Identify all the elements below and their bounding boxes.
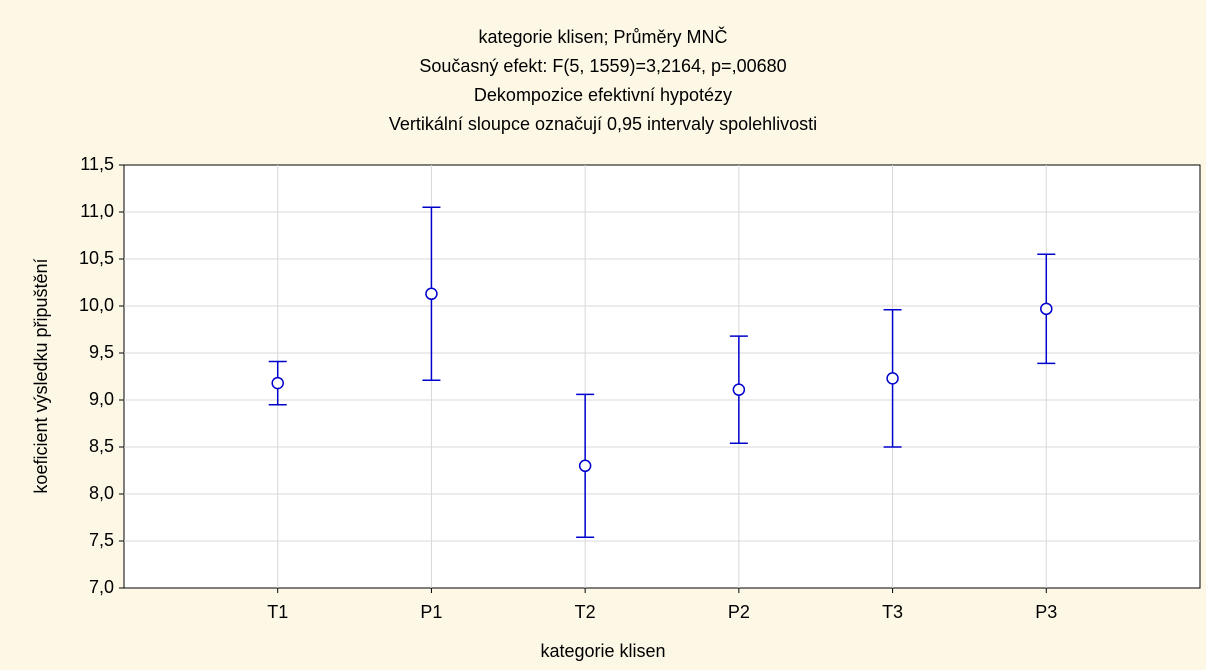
x-tick-label: T2 — [575, 602, 596, 622]
chart-title: Vertikální sloupce označují 0,95 interva… — [389, 114, 817, 134]
mean-point — [578, 459, 592, 473]
y-tick-label: 8,0 — [89, 483, 114, 503]
y-tick-label: 7,0 — [89, 577, 114, 597]
y-tick-label: 7,5 — [89, 530, 114, 550]
error-bar — [729, 335, 748, 444]
x-tick-label: P3 — [1035, 602, 1057, 622]
plot-area — [123, 164, 1201, 589]
mean-point — [271, 376, 284, 390]
error-bar — [883, 309, 902, 448]
y-tick-label: 9,0 — [89, 389, 114, 409]
error-bar — [1037, 253, 1056, 365]
chart-title: Dekompozice efektivní hypotézy — [474, 85, 732, 105]
y-tick-label: 10,5 — [79, 248, 114, 268]
y-tick-label: 11,0 — [80, 201, 114, 221]
mean-point — [732, 383, 746, 396]
x-tick-label: T3 — [882, 602, 903, 622]
x-tick-label: T1 — [267, 602, 288, 622]
y-tick-label: 9,5 — [89, 342, 114, 362]
x-axis-label: kategorie klisen — [540, 641, 665, 661]
error-bar — [268, 360, 287, 406]
x-tick-label: P1 — [420, 602, 442, 622]
error-bar — [576, 393, 595, 538]
x-tick-label: P2 — [728, 602, 750, 622]
y-tick-label: 8,5 — [89, 436, 114, 456]
mean-point — [1040, 302, 1053, 316]
y-tick-label: 10,0 — [79, 295, 114, 315]
y-tick-label: 11,5 — [80, 154, 114, 174]
chart-title: kategorie klisen; Průměry MNČ — [478, 26, 727, 47]
error-bar — [422, 206, 441, 382]
mean-point — [425, 287, 438, 301]
y-axis-label: koeficient výsledku připuštění — [31, 258, 51, 493]
mean-point — [886, 372, 899, 385]
chart-title: Současný efekt: F(5, 1559)=3,2164, p=,00… — [419, 56, 786, 76]
